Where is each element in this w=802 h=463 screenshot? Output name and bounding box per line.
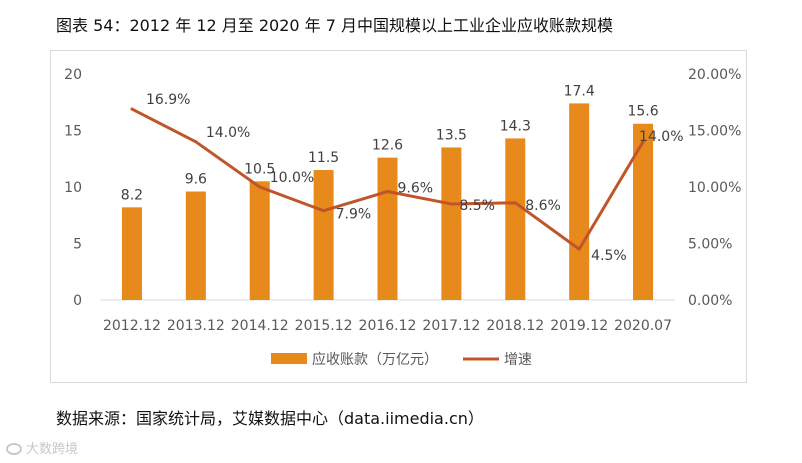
- bar: [633, 123, 654, 300]
- watermark-logo-icon: [6, 443, 22, 455]
- bar-series: [121, 103, 654, 300]
- y-right-tick-label: 5.00%: [688, 237, 732, 253]
- chart-axes: 0 5 10 15 20 0.00% 5.00% 10.00% 15.00% 20.00% 2012…: [64, 67, 741, 334]
- y-left-tick-label: 5: [73, 237, 82, 253]
- x-tick-label: 2020.07: [614, 318, 672, 334]
- y-left-tick-label: 10: [64, 180, 82, 196]
- bar-value-label: 8.2: [121, 187, 143, 203]
- line-value-label: 16.9%: [146, 92, 190, 108]
- line-point: [513, 201, 517, 205]
- line-value-label: 9.6%: [398, 181, 434, 197]
- y-right-tick-label: 0.00%: [688, 293, 732, 309]
- y-right-tick-label: 10.00%: [688, 180, 741, 196]
- bar: [377, 157, 398, 300]
- x-tick-label: 2019.12: [550, 318, 608, 334]
- line-point: [322, 209, 326, 213]
- x-tick-label: 2013.12: [167, 318, 225, 334]
- x-tick-label: 2014.12: [231, 318, 289, 334]
- bar-value-label: 13.5: [436, 127, 467, 143]
- data-labels: 8.2 9.6 10.5 11.5 12.6 13.5 14.3 17.4 15.6 16.9% 1…: [121, 83, 684, 264]
- bar-value-label: 10.5: [244, 161, 275, 177]
- line-point: [641, 140, 645, 144]
- line-point: [194, 140, 198, 144]
- watermark: 大数跨境: [6, 438, 78, 457]
- legend-bar-label: 应收账款（万亿元）: [312, 351, 438, 368]
- line-point: [130, 107, 134, 111]
- bar: [313, 170, 334, 300]
- line-point: [577, 247, 581, 251]
- y-left-tick-label: 20: [64, 67, 82, 83]
- y-right-tick-label: 15.00%: [688, 124, 741, 140]
- legend-bar-swatch: [271, 353, 307, 364]
- line-value-label: 7.9%: [336, 207, 372, 223]
- bar: [441, 147, 462, 300]
- x-tick-label: 2017.12: [422, 318, 480, 334]
- bar: [505, 138, 526, 300]
- line-value-label: 10.0%: [270, 170, 314, 186]
- bar: [121, 207, 142, 300]
- bar-value-label: 17.4: [564, 83, 595, 99]
- y-left-tick-label: 0: [73, 293, 82, 309]
- x-tick-label: 2018.12: [486, 318, 544, 334]
- chart-frame: [50, 50, 747, 383]
- line-point: [258, 185, 262, 189]
- line-point: [386, 190, 389, 194]
- line-value-label: 14.0%: [206, 125, 250, 141]
- chart-title: 图表 54：2012 年 12 月至 2020 年 7 月中国规模以上工业企业应…: [56, 16, 614, 35]
- x-tick-label: 2012.12: [103, 318, 161, 334]
- bar: [249, 181, 270, 300]
- y-left-tick-label: 15: [64, 124, 82, 140]
- legend: 应收账款（万亿元） 增速: [271, 351, 532, 368]
- bar: [185, 191, 206, 300]
- x-tick-label: 2016.12: [359, 318, 417, 334]
- line-series: [130, 107, 645, 251]
- line-value-label: 4.5%: [591, 248, 627, 264]
- watermark-text: 大数跨境: [26, 442, 79, 457]
- bar: [569, 103, 590, 300]
- bar-value-label: 14.3: [500, 118, 531, 134]
- line-point: [449, 202, 453, 206]
- x-tick-label: 2015.12: [295, 318, 353, 334]
- line-value-label: 8.5%: [459, 198, 495, 214]
- source-note: 数据来源：国家统计局，艾媒数据中心（data.iimedia.cn）: [56, 409, 484, 428]
- bar-value-label: 15.6: [627, 104, 658, 120]
- line-value-label: 8.6%: [525, 198, 561, 214]
- bar-value-label: 9.6: [185, 172, 207, 188]
- y-right-tick-label: 20.00%: [688, 67, 741, 83]
- bar-value-label: 12.6: [372, 138, 403, 154]
- line-value-label: 14.0%: [639, 129, 683, 145]
- legend-line-label: 增速: [504, 352, 532, 368]
- bar-value-label: 11.5: [308, 150, 339, 166]
